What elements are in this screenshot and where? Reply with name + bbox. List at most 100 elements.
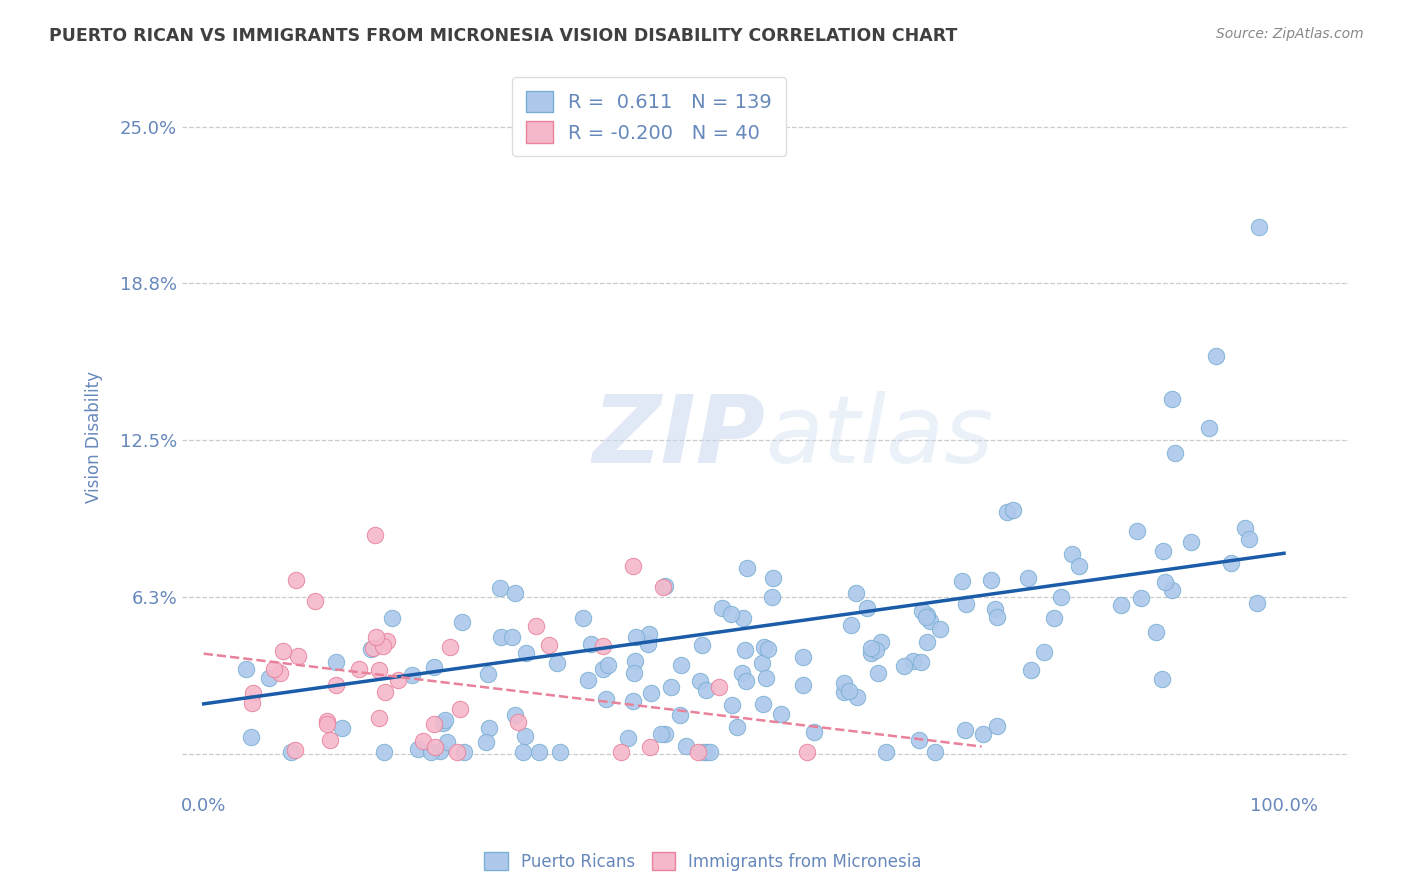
Point bbox=[579, 637, 602, 651]
Point bbox=[449, 702, 471, 716]
Point bbox=[735, 560, 758, 574]
Point bbox=[592, 662, 614, 676]
Point bbox=[360, 642, 382, 657]
Point bbox=[1042, 610, 1064, 624]
Point bbox=[792, 678, 814, 692]
Point bbox=[838, 683, 860, 698]
Point bbox=[734, 643, 756, 657]
Point bbox=[669, 657, 692, 672]
Point bbox=[986, 610, 1008, 624]
Point bbox=[856, 601, 879, 615]
Point bbox=[669, 708, 692, 723]
Point bbox=[995, 505, 1018, 519]
Point bbox=[1219, 557, 1241, 571]
Point bbox=[984, 601, 1007, 615]
Point bbox=[725, 720, 748, 734]
Point bbox=[1150, 672, 1173, 686]
Point bbox=[513, 729, 536, 743]
Point bbox=[387, 673, 409, 687]
Point bbox=[1247, 220, 1270, 235]
Point bbox=[792, 649, 814, 664]
Point bbox=[689, 674, 711, 689]
Point bbox=[832, 675, 855, 690]
Point bbox=[699, 745, 721, 759]
Point bbox=[621, 558, 644, 573]
Point bbox=[439, 640, 461, 655]
Point bbox=[592, 640, 614, 654]
Point bbox=[796, 745, 818, 759]
Point bbox=[1019, 663, 1042, 677]
Point bbox=[901, 654, 924, 668]
Point bbox=[1198, 421, 1220, 435]
Point bbox=[1067, 558, 1090, 573]
Point bbox=[412, 733, 434, 747]
Point bbox=[756, 641, 779, 656]
Point bbox=[1180, 535, 1202, 549]
Point bbox=[488, 581, 510, 595]
Point bbox=[1017, 571, 1039, 585]
Point bbox=[446, 745, 468, 759]
Point bbox=[347, 662, 370, 676]
Point bbox=[240, 696, 263, 710]
Point bbox=[1032, 645, 1054, 659]
Point bbox=[501, 630, 523, 644]
Point bbox=[650, 727, 672, 741]
Point bbox=[839, 618, 862, 632]
Point bbox=[692, 638, 714, 652]
Point bbox=[361, 641, 384, 656]
Point bbox=[526, 618, 548, 632]
Point bbox=[373, 639, 395, 653]
Point bbox=[546, 656, 568, 670]
Point bbox=[433, 713, 456, 727]
Point bbox=[875, 745, 897, 759]
Point bbox=[751, 656, 773, 670]
Point bbox=[375, 633, 398, 648]
Point bbox=[1233, 521, 1256, 535]
Point bbox=[363, 528, 385, 542]
Point bbox=[915, 635, 938, 649]
Point bbox=[695, 745, 717, 759]
Point bbox=[910, 655, 932, 669]
Point bbox=[429, 744, 451, 758]
Point bbox=[869, 634, 891, 648]
Point bbox=[373, 745, 395, 759]
Point bbox=[1130, 591, 1153, 605]
Point bbox=[845, 690, 868, 705]
Point bbox=[624, 654, 647, 668]
Point bbox=[423, 717, 446, 731]
Point bbox=[617, 731, 640, 745]
Point bbox=[596, 658, 619, 673]
Point bbox=[675, 739, 697, 753]
Point bbox=[695, 683, 717, 698]
Point bbox=[640, 686, 662, 700]
Point bbox=[910, 604, 932, 618]
Point bbox=[654, 579, 676, 593]
Point bbox=[1160, 582, 1182, 597]
Point bbox=[720, 607, 742, 622]
Text: PUERTO RICAN VS IMMIGRANTS FROM MICRONESIA VISION DISABILITY CORRELATION CHART: PUERTO RICAN VS IMMIGRANTS FROM MICRONES… bbox=[49, 27, 957, 45]
Point bbox=[401, 668, 423, 682]
Point bbox=[651, 580, 673, 594]
Point bbox=[1163, 446, 1185, 460]
Point bbox=[637, 637, 659, 651]
Point bbox=[638, 626, 661, 640]
Point bbox=[505, 586, 527, 600]
Legend: R =  0.611   N = 139, R = -0.200   N = 40: R = 0.611 N = 139, R = -0.200 N = 40 bbox=[512, 77, 786, 156]
Point bbox=[506, 715, 529, 730]
Point bbox=[654, 727, 676, 741]
Point bbox=[720, 698, 742, 712]
Point bbox=[623, 665, 645, 680]
Point bbox=[451, 615, 474, 630]
Point bbox=[453, 745, 475, 759]
Point bbox=[330, 722, 353, 736]
Point bbox=[950, 574, 973, 588]
Point bbox=[865, 643, 887, 657]
Point bbox=[986, 718, 1008, 732]
Point bbox=[432, 716, 454, 731]
Text: Source: ZipAtlas.com: Source: ZipAtlas.com bbox=[1216, 27, 1364, 41]
Point bbox=[761, 590, 783, 604]
Point bbox=[845, 585, 868, 599]
Point bbox=[503, 708, 526, 723]
Text: ZIP: ZIP bbox=[592, 391, 765, 483]
Point bbox=[1002, 502, 1025, 516]
